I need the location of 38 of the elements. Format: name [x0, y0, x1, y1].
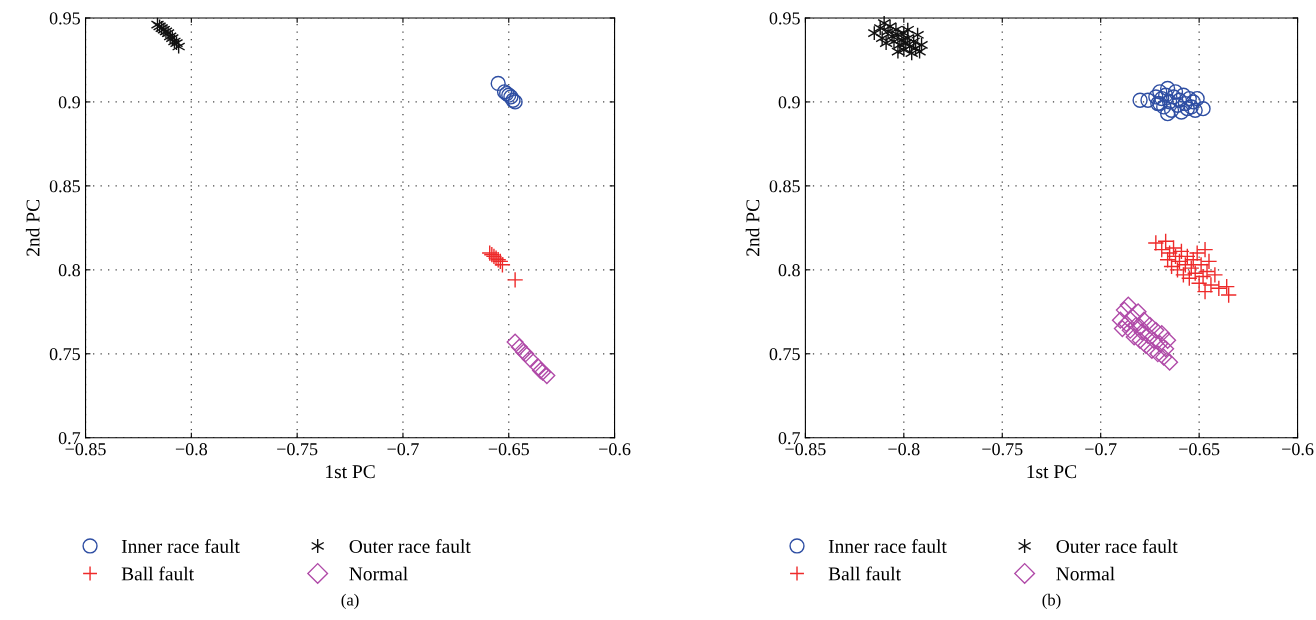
y-tick-label: 0.9 [58, 96, 80, 109]
legend-label: Outer race fault [1056, 539, 1178, 553]
y-axis-title: 2nd PC [745, 200, 760, 256]
x-tick-label: −0.7 [1085, 443, 1117, 456]
y-tick-label: 0.95 [49, 12, 80, 25]
y-tick-label: 0.85 [769, 180, 800, 193]
y-tick-label: 0.7 [58, 431, 81, 445]
x-tick-label: −0.8 [175, 443, 208, 456]
x-tick-label: −0.85 [785, 443, 826, 456]
legend-label: Ball fault [121, 566, 194, 581]
x-axis-title: 1st PC [326, 465, 375, 479]
y-tick-label: 0.8 [58, 264, 80, 277]
legend-label: Inner race fault [828, 539, 947, 553]
text: (b) [1042, 593, 1061, 609]
x-tick-label: −0.6 [1282, 443, 1314, 456]
x-tick-label: −0.8 [888, 443, 920, 456]
y-tick-label: 0.95 [769, 12, 800, 25]
y-axis-title: 2nd PC [25, 200, 40, 256]
y-tick-label: 0.85 [49, 180, 80, 193]
x-tick-label: −0.65 [488, 443, 529, 456]
x-tick-label: −0.75 [982, 443, 1023, 456]
legend-label: Ball fault [828, 566, 901, 581]
x-tick-label: −0.6 [599, 443, 631, 456]
x-tick-label: −0.75 [277, 443, 318, 456]
legend-label: Normal [349, 566, 408, 581]
x-tick-label: −0.65 [1179, 443, 1220, 456]
legend-label: Normal [1056, 566, 1115, 581]
y-tick-label: 0.8 [778, 264, 800, 277]
y-tick-label: 0.7 [778, 431, 801, 445]
x-tick-label: −0.85 [65, 443, 106, 456]
legend-label: Outer race fault [349, 539, 471, 553]
x-axis-title: 1st PC [1027, 465, 1077, 479]
legend-label: Inner race fault [121, 539, 240, 553]
text: (a) [341, 593, 359, 609]
y-tick-label: 0.75 [769, 348, 800, 361]
x-tick-label: −0.7 [387, 443, 419, 456]
y-tick-label: 0.9 [778, 96, 800, 109]
y-tick-label: 0.75 [49, 348, 80, 361]
